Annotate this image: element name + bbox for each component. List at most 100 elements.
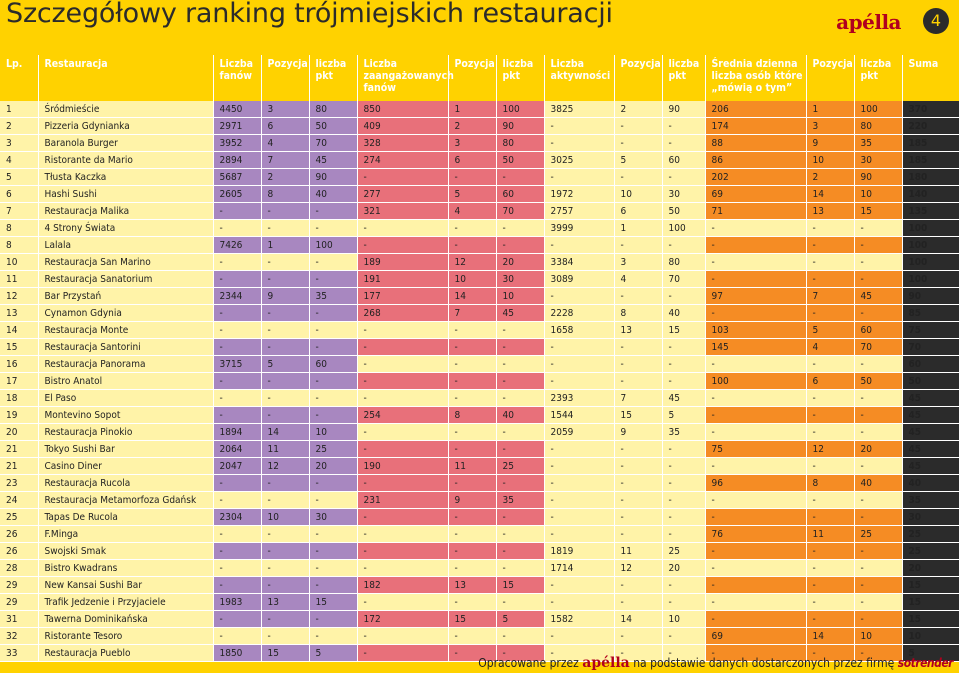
table-cell: - [212,219,261,237]
table-cell: - [613,593,662,611]
table-cell: 20 [661,559,705,577]
table-cell: 86 [704,151,806,169]
table-cell: - [356,338,448,356]
table-cell: 40 [308,185,357,203]
table-cell: - [212,270,261,288]
table-cell: 172 [356,610,448,628]
column-header: Restauracja [37,55,213,101]
table-cell: 40 [495,406,544,424]
table-cell: - [212,304,261,322]
table-cell: 4 [447,202,496,220]
table-cell: - [260,270,309,288]
table-cell: - [212,321,261,339]
table-cell: - [308,542,357,560]
table-cell: - [661,576,705,594]
table-cell: - [495,423,544,441]
table-cell: - [661,474,705,492]
table-cell: - [805,270,854,288]
table-cell: 30 [853,151,902,169]
table-cell: - [853,304,902,322]
table-row: 13 Cynamon Gdynia - - -268 7 45 2228 8 40- - -85 [0,304,959,322]
table-cell: 10 [901,627,959,645]
table-cell: - [212,372,261,390]
table-cell: Tokyo Sushi Bar [37,440,213,458]
table-cell: 32 [0,627,38,645]
table-cell: - [661,457,705,475]
table-cell: - [661,644,705,662]
table-cell: - [447,219,496,237]
table-cell: - [704,508,806,526]
column-header: Liczba fanów [212,55,261,101]
table-cell: 45 [308,151,357,169]
table-cell: - [260,491,309,509]
table-cell: - [661,134,705,152]
table-cell: - [308,219,357,237]
table-cell: - [853,423,902,441]
table-cell: 5 [901,644,959,662]
table-cell: - [704,236,806,254]
table-cell: 15 [447,610,496,628]
table-cell: 60 [901,355,959,373]
table-cell: - [661,287,705,305]
table-cell: - [613,627,662,645]
table-cell: - [613,525,662,543]
table-cell: 100 [901,219,959,237]
table-cell: 1714 [543,559,614,577]
table-cell: 90 [308,168,357,186]
table-cell: 100 [661,219,705,237]
table-cell: 35 [495,491,544,509]
table-cell: - [308,338,357,356]
table-cell: - [308,576,357,594]
table-cell: - [543,236,614,254]
table-cell: - [805,576,854,594]
table-cell: - [260,474,309,492]
table-cell: 35 [308,287,357,305]
table-cell: 15 [853,202,902,220]
table-cell: 50 [495,151,544,169]
table-cell: 29 [0,593,38,611]
table-cell: - [613,134,662,152]
table-cell: 45 [901,406,959,424]
table-cell: - [805,542,854,560]
table-cell: - [853,389,902,407]
table-cell: 20 [308,457,357,475]
table-cell: Cynamon Gdynia [37,304,213,322]
table-cell: - [447,321,496,339]
table-cell: - [543,491,614,509]
table-cell: - [356,236,448,254]
table-cell: - [543,168,614,186]
table-cell: - [495,338,544,356]
table-cell: 10 [447,270,496,288]
table-cell: - [613,474,662,492]
table-cell: 2757 [543,202,614,220]
table-cell: 60 [495,185,544,203]
table-cell: 100 [901,253,959,271]
table-cell: 69 [704,185,806,203]
table-cell: Bistro Kwadrans [37,559,213,577]
table-cell: 15 [613,406,662,424]
table-cell: 3 [805,117,854,135]
table-cell: Tłusta Kaczka [37,168,213,186]
table-cell: - [613,117,662,135]
table-row: 18 El Paso - - - - - -2393 7 45- - -45 [0,389,959,407]
table-cell: 3 [613,253,662,271]
table-cell: 370 [901,101,959,118]
table-cell: 3 [0,134,38,152]
table-cell: 50 [308,117,357,135]
table-cell: - [447,542,496,560]
table-cell: 6 [805,372,854,390]
table-cell: - [260,219,309,237]
table-cell: - [543,576,614,594]
table-cell: - [308,253,357,271]
table-cell: 4 [613,270,662,288]
table-cell: 190 [356,457,448,475]
table-cell: 35 [661,423,705,441]
table-cell: 60 [853,321,902,339]
table-cell: Ristorante da Mario [37,151,213,169]
table-cell: 2344 [212,287,261,305]
table-cell: - [805,423,854,441]
table-cell: 26 [0,542,38,560]
table-cell: Pizzeria Gdynianka [37,117,213,135]
table-cell: - [853,457,902,475]
table-cell: - [260,542,309,560]
